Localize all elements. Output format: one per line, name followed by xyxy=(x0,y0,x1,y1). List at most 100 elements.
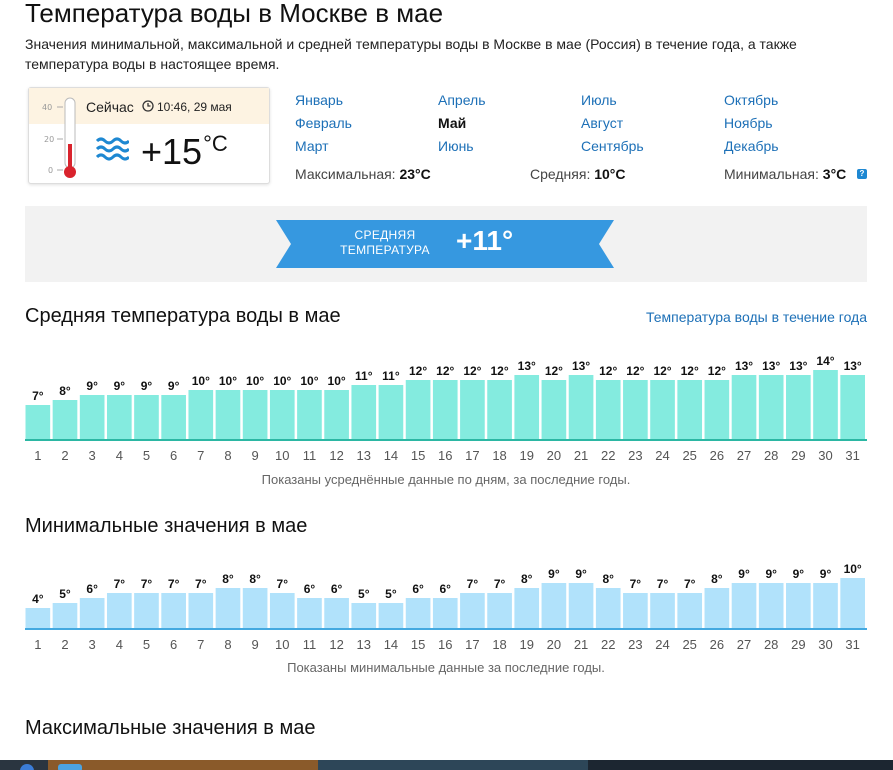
avg-bar-day-26 xyxy=(704,380,730,440)
avg-value-label-day-17: 12° xyxy=(463,364,481,378)
stat-avg-label: Средняя: xyxy=(530,166,591,182)
avg-day-tick-27: 27 xyxy=(737,448,751,463)
min-bar-day-12 xyxy=(324,598,349,629)
min-day-tick-19: 19 xyxy=(519,637,533,652)
month-link-march[interactable]: Март xyxy=(295,138,329,154)
avg-bar-day-9 xyxy=(242,390,268,440)
max-chart-title: Максимальные значения в мае xyxy=(25,717,316,739)
min-day-tick-10: 10 xyxy=(275,637,289,652)
min-bar-day-25 xyxy=(677,593,703,629)
avg-bar-day-8 xyxy=(215,390,241,440)
month-link-november[interactable]: Ноябрь xyxy=(724,115,773,131)
avg-bar-day-5 xyxy=(134,395,159,440)
thermometer-icon: 40 20 0 xyxy=(42,97,76,178)
min-bar-day-13 xyxy=(351,603,377,629)
avg-bar-day-22 xyxy=(595,380,621,440)
min-day-tick-24: 24 xyxy=(655,637,669,652)
min-day-tick-21: 21 xyxy=(574,637,588,652)
min-day-tick-28: 28 xyxy=(764,637,778,652)
avg-day-tick-23: 23 xyxy=(628,448,642,463)
min-bar-day-27 xyxy=(731,583,757,629)
current-temperature-unit: °C xyxy=(203,131,228,156)
taskbar-app-icon-2[interactable] xyxy=(58,764,82,770)
year-temperature-link[interactable]: Температура воды в течение года xyxy=(646,309,868,325)
avg-value-label-day-8: 10° xyxy=(219,374,237,388)
avg-value-label-day-21: 13° xyxy=(572,359,590,373)
avg-day-tick-28: 28 xyxy=(764,448,778,463)
avg-day-tick-4: 4 xyxy=(116,448,123,463)
avg-day-tick-15: 15 xyxy=(411,448,425,463)
min-value-label-day-29: 9° xyxy=(793,567,805,581)
avg-bar-day-1 xyxy=(25,405,51,440)
min-value-label-day-21: 9° xyxy=(575,567,587,581)
taskbar-window-1[interactable] xyxy=(48,760,318,770)
avg-value-label-day-6: 9° xyxy=(168,379,180,393)
avg-bar-day-16 xyxy=(432,380,458,440)
min-bar-day-3 xyxy=(79,598,105,629)
min-value-label-day-16: 6° xyxy=(440,582,452,596)
help-icon[interactable]: ? xyxy=(857,169,867,179)
average-badge-value: +11° xyxy=(456,225,514,256)
min-bar-day-8 xyxy=(215,588,241,629)
min-value-label-day-4: 7° xyxy=(114,577,126,591)
min-value-label-day-6: 7° xyxy=(168,577,180,591)
avg-day-tick-2: 2 xyxy=(61,448,68,463)
page-title: Температура воды в Москве в мае xyxy=(25,0,444,28)
min-value-label-day-22: 8° xyxy=(602,572,614,586)
month-link-december[interactable]: Декабрь xyxy=(724,138,779,154)
average-badge-label: СРЕДНЯЯ ТЕМПЕРАТУРА xyxy=(340,228,430,257)
min-bar-day-29 xyxy=(786,583,811,629)
min-day-tick-6: 6 xyxy=(170,637,177,652)
min-day-tick-9: 9 xyxy=(252,637,259,652)
min-bar-day-30 xyxy=(813,583,838,629)
min-bar-day-24 xyxy=(650,593,675,629)
month-link-august[interactable]: Август xyxy=(581,115,624,131)
avg-bar-day-2 xyxy=(52,400,78,440)
avg-day-tick-1: 1 xyxy=(34,448,41,463)
avg-chart-title: Средняя температура воды в мае xyxy=(25,305,341,327)
month-link-january[interactable]: Январь xyxy=(295,92,343,108)
avg-day-tick-18: 18 xyxy=(492,448,506,463)
avg-value-label-day-18: 12° xyxy=(490,364,508,378)
now-time: 10:46, 29 мая xyxy=(157,100,232,114)
avg-value-label-day-19: 13° xyxy=(518,359,536,373)
avg-value-label-day-27: 13° xyxy=(735,359,753,373)
water-waves-icon xyxy=(95,137,129,161)
min-value-label-day-31: 10° xyxy=(844,562,862,576)
avg-day-tick-16: 16 xyxy=(438,448,452,463)
avg-bar-day-30 xyxy=(813,370,838,440)
now-label: Сейчас xyxy=(86,99,134,115)
min-bar-day-23 xyxy=(623,593,648,629)
thermo-scale-0: 0 xyxy=(48,166,53,175)
month-current-may: Май xyxy=(438,115,467,131)
avg-value-label-day-24: 12° xyxy=(653,364,671,378)
taskbar-app-icon[interactable] xyxy=(20,764,34,770)
month-link-june[interactable]: Июнь xyxy=(438,138,474,154)
min-value-label-day-5: 7° xyxy=(141,577,153,591)
avg-bar-day-24 xyxy=(650,380,675,440)
current-temperature: +15°C xyxy=(141,131,228,173)
month-link-october[interactable]: Октябрь xyxy=(724,92,779,108)
average-temperature-panel xyxy=(25,206,867,282)
month-link-july[interactable]: Июль xyxy=(581,92,617,108)
avg-day-tick-9: 9 xyxy=(252,448,259,463)
min-bar-day-20 xyxy=(541,583,567,629)
avg-value-label-day-10: 10° xyxy=(273,374,291,388)
avg-day-tick-13: 13 xyxy=(357,448,371,463)
stat-max-label: Максимальная: xyxy=(295,166,396,182)
avg-value-label-day-26: 12° xyxy=(708,364,726,378)
month-link-april[interactable]: Апрель xyxy=(438,92,486,108)
min-bar-day-6 xyxy=(161,593,186,629)
min-bar-day-15 xyxy=(405,598,431,629)
avg-value-label-day-30: 14° xyxy=(816,354,834,368)
avg-bar-day-3 xyxy=(79,395,105,440)
min-bar-day-18 xyxy=(487,593,512,629)
month-link-february[interactable]: Февраль xyxy=(295,115,352,131)
thermo-scale-40: 40 xyxy=(42,103,52,112)
month-link-september[interactable]: Сентябрь xyxy=(581,138,644,154)
avg-value-label-day-22: 12° xyxy=(599,364,617,378)
min-value-label-day-24: 7° xyxy=(657,577,669,591)
avg-value-label-day-11: 10° xyxy=(300,374,318,388)
page-description: Значения минимальной, максимальной и сре… xyxy=(25,36,797,72)
taskbar-window-2[interactable] xyxy=(318,760,588,770)
